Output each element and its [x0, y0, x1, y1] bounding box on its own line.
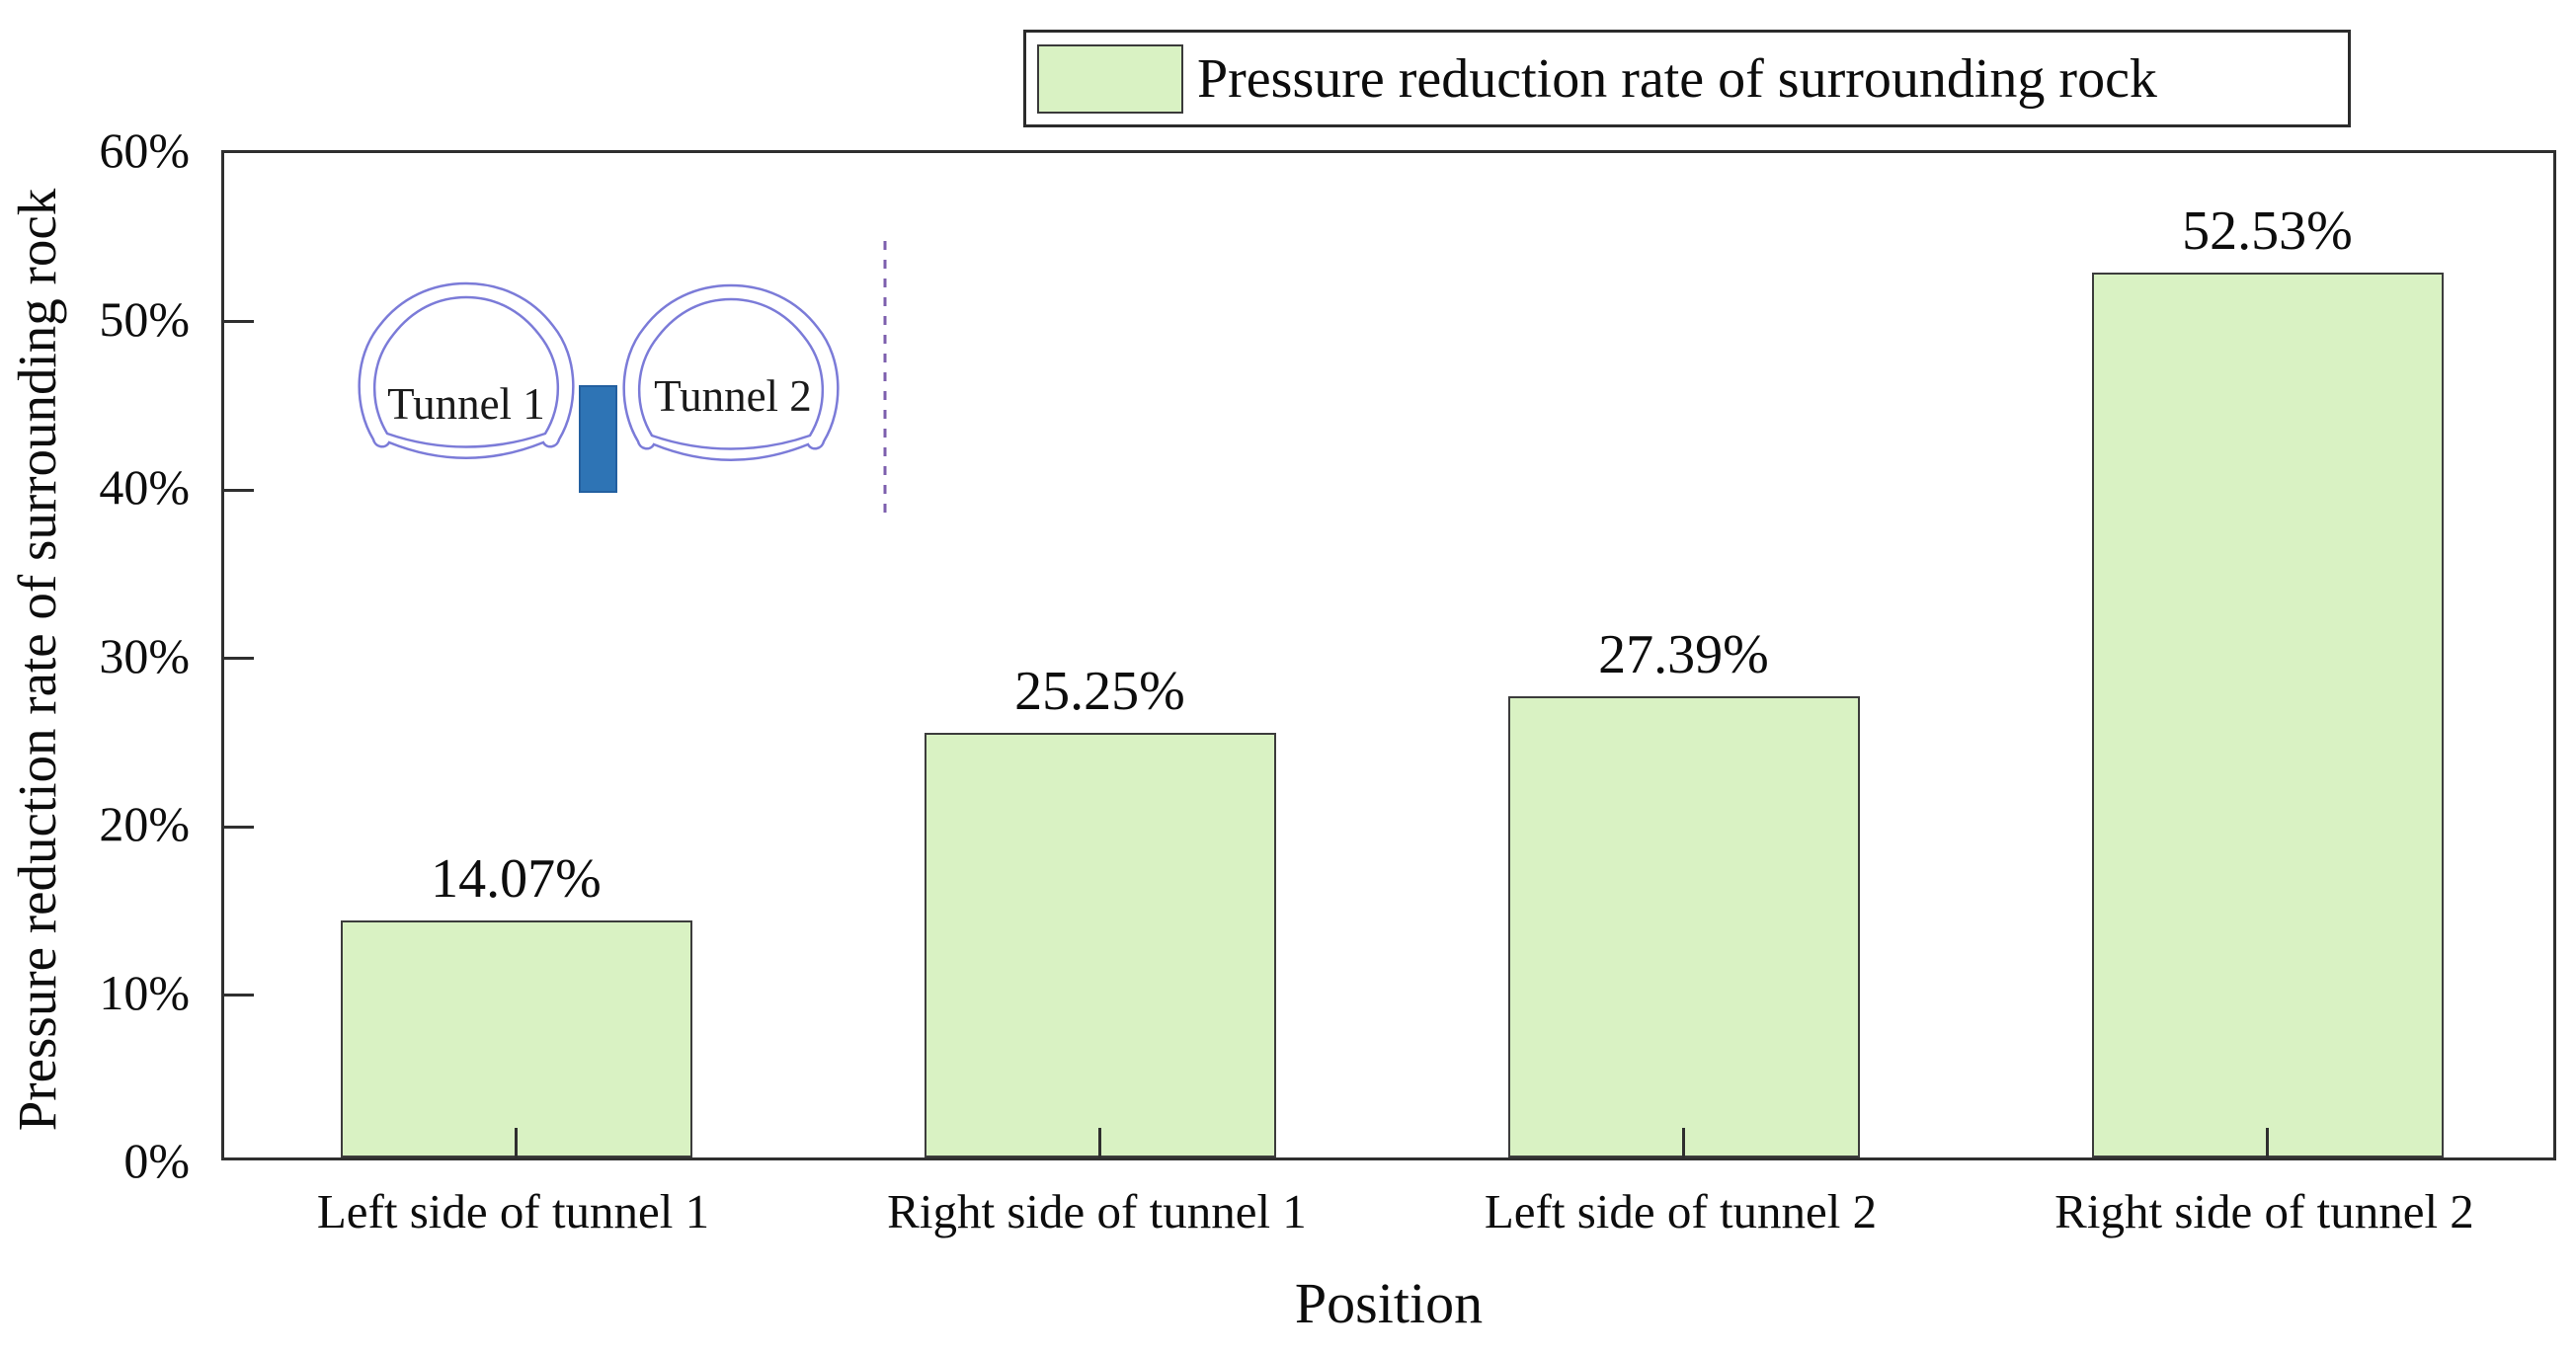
bar-4 — [2091, 273, 2444, 1157]
x-tick-mark — [515, 1128, 518, 1157]
tunnel-2-outline — [622, 283, 840, 461]
bar-1 — [340, 920, 692, 1157]
legend-label: Pressure reduction rate of surrounding r… — [1197, 47, 2157, 110]
x-tick-label: Left side of tunnel 1 — [316, 1184, 710, 1238]
y-tick-mark — [224, 994, 254, 997]
legend: Pressure reduction rate of surrounding r… — [1023, 30, 2351, 127]
legend-swatch — [1037, 43, 1183, 114]
bar-value-label: 27.39% — [1598, 624, 1769, 686]
y-tick-mark — [224, 657, 254, 660]
bar-3 — [1507, 696, 1860, 1157]
bar-value-label: 14.07% — [431, 848, 602, 911]
y-tick-label: 20% — [99, 796, 190, 851]
y-tick-label: 10% — [99, 964, 190, 1020]
y-tick-label: 0% — [123, 1133, 190, 1188]
tunnel-1-outline — [358, 281, 575, 459]
bar-2 — [924, 732, 1276, 1157]
plot-area: 14.07% 25.25% 27.39% 52.53% — [221, 150, 2556, 1160]
x-tick-mark — [1098, 1128, 1101, 1157]
tunnel-2-label: Tunnel 2 — [654, 371, 812, 421]
y-tick-label: 50% — [99, 290, 190, 347]
x-tick-label: Right side of tunnel 2 — [2054, 1184, 2474, 1238]
tunnel-cross-section-inset: Tunnel 1 Tunnel 2 — [358, 241, 887, 514]
x-tick-label: Left side of tunnel 2 — [1484, 1184, 1878, 1238]
x-axis-title: Position — [1294, 1271, 1484, 1335]
bar-value-label: 52.53% — [2182, 200, 2353, 263]
x-tick-mark — [2266, 1128, 2269, 1157]
y-tick-mark — [224, 825, 254, 829]
y-tick-mark — [224, 320, 254, 323]
bar-value-label: 25.25% — [1014, 660, 1185, 722]
y-tick-mark — [224, 488, 254, 492]
y-tick-label: 40% — [99, 459, 190, 515]
pillar-rect — [579, 385, 617, 493]
y-tick-label: 30% — [99, 627, 190, 683]
x-tick-label: Right side of tunnel 1 — [887, 1184, 1307, 1238]
y-tick-label: 60% — [99, 122, 190, 178]
tunnel-1-label: Tunnel 1 — [387, 379, 545, 429]
x-tick-mark — [1682, 1128, 1685, 1157]
